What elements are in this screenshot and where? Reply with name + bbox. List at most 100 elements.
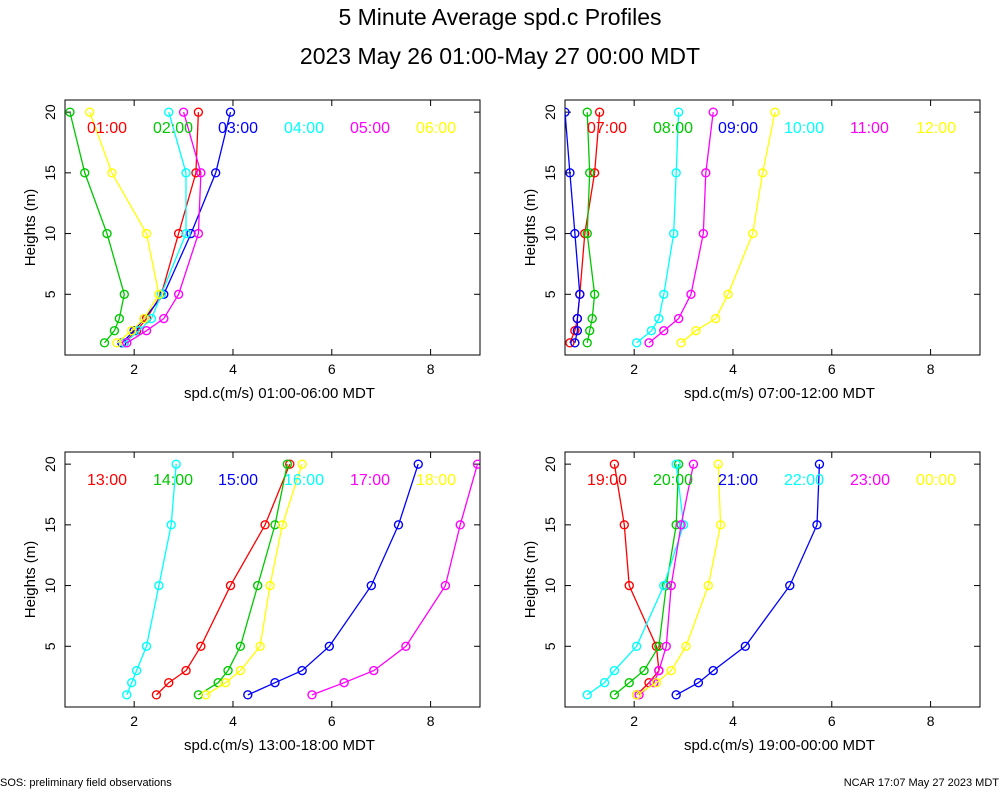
data-point <box>307 690 317 700</box>
plot-area <box>565 107 780 348</box>
series-1800 <box>201 459 307 700</box>
y-axis-label: Heights (m) <box>522 541 539 619</box>
data-point <box>814 459 825 469</box>
data-point <box>235 641 246 651</box>
data-point <box>651 678 662 688</box>
data-point <box>691 326 701 336</box>
data-point <box>565 168 575 178</box>
data-point <box>570 228 580 239</box>
series-0300 <box>117 107 236 348</box>
data-point <box>708 665 718 676</box>
data-point <box>644 338 654 348</box>
series-1000 <box>631 107 684 348</box>
y-axis-label: Heights (m) <box>22 541 39 619</box>
data-point <box>181 168 191 178</box>
data-point <box>565 338 575 348</box>
data-point <box>585 168 595 178</box>
data-point <box>193 107 204 117</box>
data-point <box>156 289 167 299</box>
x-tick-label: 8 <box>927 361 935 377</box>
series-line <box>565 112 581 344</box>
series-line <box>126 111 202 344</box>
data-point <box>366 580 377 591</box>
data-point <box>178 107 189 117</box>
data-point <box>181 665 191 676</box>
data-point <box>455 520 465 530</box>
data-point <box>191 168 201 178</box>
y-tick-label: 15 <box>42 517 58 533</box>
data-point <box>634 690 644 700</box>
data-point <box>701 168 711 178</box>
data-point <box>572 326 583 336</box>
legend-label: 06:00 <box>416 120 456 137</box>
data-point <box>812 520 822 530</box>
data-point <box>225 580 236 591</box>
data-point <box>770 107 780 117</box>
data-point <box>570 326 580 336</box>
data-point <box>649 678 659 688</box>
plot-frame <box>564 451 981 708</box>
data-point <box>676 520 686 530</box>
series-line <box>586 464 685 696</box>
legend-label: 07:00 <box>587 120 627 137</box>
data-point <box>164 107 174 117</box>
legend-label: 00:00 <box>916 472 956 489</box>
y-tick-label: 20 <box>542 456 558 472</box>
series-1200 <box>676 107 780 348</box>
data-point <box>223 665 233 676</box>
x-tick-label: 4 <box>229 713 237 729</box>
x-tick-label: 2 <box>130 361 138 377</box>
y-tick-label: 20 <box>542 104 558 120</box>
data-point <box>131 665 142 676</box>
subplot-3: 2 4 6 8 5 10 15 20 spd.c(m/s) 13:00-18:00 MDT Hei… <box>22 451 481 754</box>
data-point <box>393 520 404 530</box>
data-point <box>673 313 684 324</box>
data-point <box>102 228 112 239</box>
series-1300 <box>151 459 295 700</box>
legend-label: 23:00 <box>850 472 890 489</box>
data-point <box>255 641 265 651</box>
y-tick-label: 10 <box>42 226 58 242</box>
y-tick-label: 5 <box>42 642 58 650</box>
data-point <box>609 690 620 700</box>
data-point <box>676 338 686 348</box>
data-point <box>252 580 263 591</box>
data-point <box>582 228 592 239</box>
legend-label: 14:00 <box>153 472 193 489</box>
data-point <box>785 580 795 591</box>
data-point <box>166 520 176 530</box>
legend-label: 11:00 <box>850 120 889 137</box>
data-point <box>119 289 129 299</box>
data-point <box>80 168 90 178</box>
y-tick-label: 5 <box>42 290 58 298</box>
data-point <box>631 641 642 651</box>
data-point <box>220 678 231 688</box>
data-point <box>196 641 206 651</box>
series-line <box>123 112 200 344</box>
data-point <box>141 228 152 239</box>
data-point <box>141 326 152 336</box>
series-line <box>69 111 125 344</box>
data-point <box>401 641 411 651</box>
legend-label: 01:00 <box>87 120 127 137</box>
subplot-2: 2 4 6 8 5 10 15 20 spd.c(m/s) 07:00-12:00 MDT Hei… <box>522 99 981 402</box>
data-point <box>139 313 149 324</box>
data-point <box>171 459 181 469</box>
data-point <box>631 338 642 348</box>
data-point <box>589 168 600 178</box>
data-point <box>260 520 270 530</box>
data-point <box>122 338 132 348</box>
data-point <box>757 168 768 178</box>
data-point <box>609 459 620 469</box>
series-line <box>311 463 479 696</box>
series-line <box>675 464 821 696</box>
legend-label: 10:00 <box>784 120 824 137</box>
data-point <box>277 520 288 530</box>
data-point <box>723 289 733 299</box>
legend-label: 22:00 <box>784 472 824 489</box>
legend-label: 12:00 <box>916 120 956 137</box>
data-point <box>225 107 236 117</box>
data-point <box>324 641 335 651</box>
data-point <box>114 313 125 324</box>
data-point <box>582 690 592 700</box>
